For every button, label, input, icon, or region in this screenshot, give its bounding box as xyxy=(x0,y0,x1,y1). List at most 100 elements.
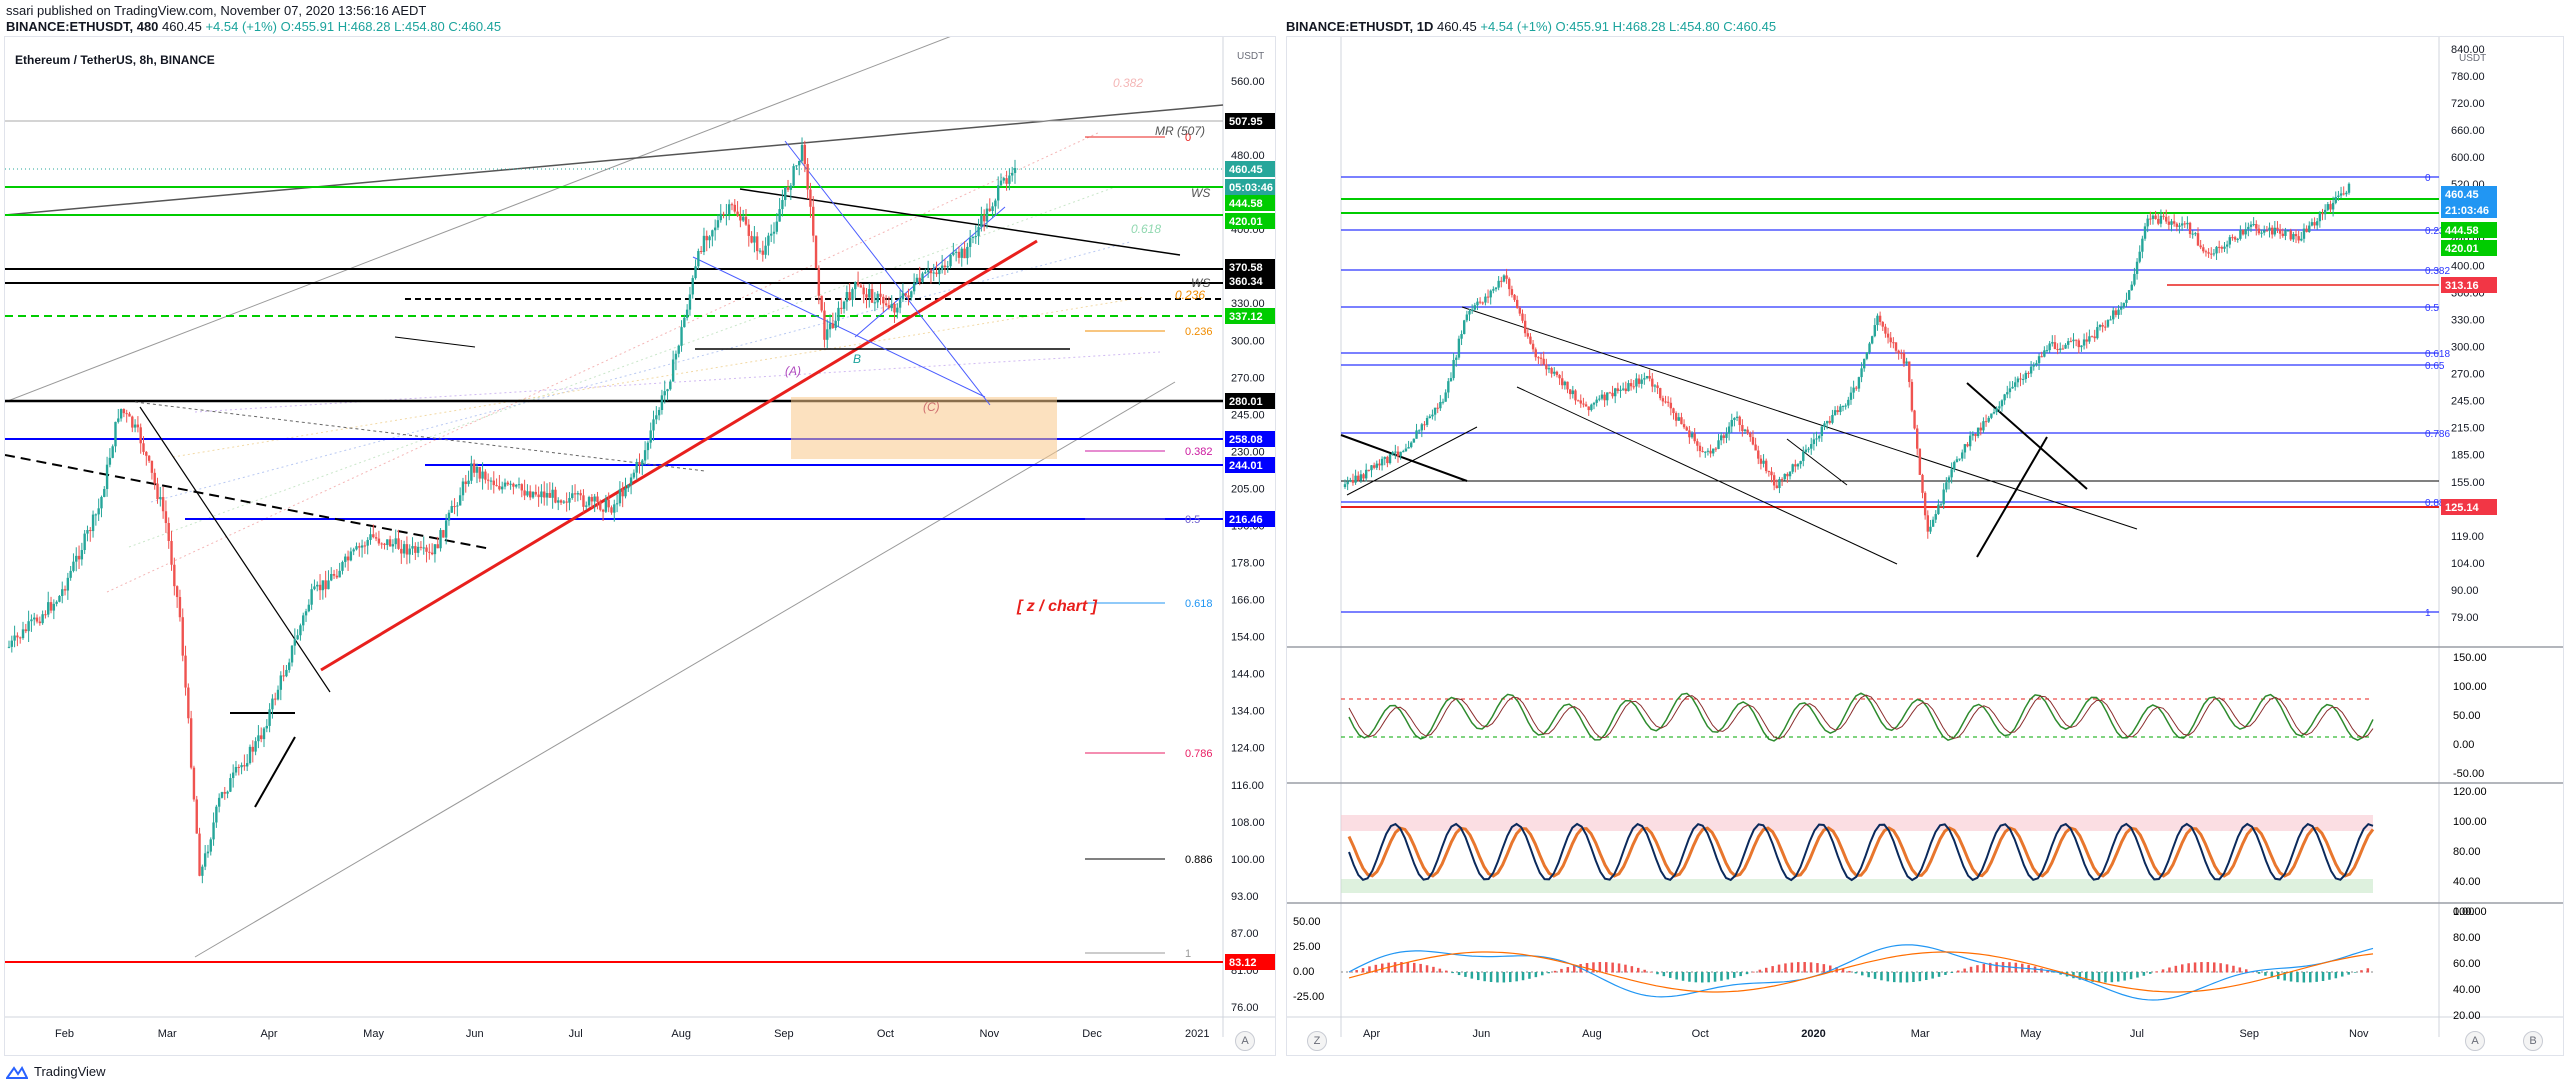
right-symbol-quote: BINANCE:ETHUSDT, 1D 460.45 +4.54 (+1%) O… xyxy=(1286,19,1776,35)
left-fib-label: 0.786 xyxy=(1185,748,1213,760)
right-axis-unit: USDT xyxy=(2459,53,2486,64)
right-candle-body xyxy=(2104,326,2107,328)
right-autoscale-button[interactable]: A xyxy=(2465,1031,2485,1051)
right-macd-histogram-bar xyxy=(2110,972,2114,983)
left-candle-body xyxy=(753,236,756,243)
right-macd-histogram-bar xyxy=(2270,972,2274,978)
right-price-tick: 104.00 xyxy=(2451,558,2485,570)
right-candle-body xyxy=(2170,221,2173,225)
right-candle-body xyxy=(1576,400,1580,402)
right-macd-histogram-bar xyxy=(1534,972,1538,978)
right-osc1-tick: 0.00 xyxy=(2453,739,2474,751)
right-candle-body xyxy=(2130,284,2133,291)
right-candle-body xyxy=(1621,388,1625,390)
right-zoom-button[interactable]: Z xyxy=(1307,1031,1327,1051)
right-candle-body xyxy=(1587,406,1590,411)
left-candle-body xyxy=(526,491,529,496)
left-candle-body xyxy=(798,160,801,166)
right-candle-body xyxy=(2228,237,2231,245)
right-candle-body xyxy=(1357,475,1360,481)
right-chart-panel[interactable]: USDT 840.00 780.00 720.00 660.00 600.00 520.00… xyxy=(1286,36,2564,1056)
left-mark-label: MR (507) xyxy=(1155,124,1205,138)
left-candle-body xyxy=(19,637,22,639)
right-osc1-signal xyxy=(1348,694,2374,740)
left-candle-body xyxy=(646,442,650,451)
left-time-tick: Nov xyxy=(980,1028,1000,1040)
left-candle-body xyxy=(680,327,683,346)
right-candle-body xyxy=(1918,448,1922,475)
right-candle-body xyxy=(1701,451,1704,453)
right-macd-histogram-bar xyxy=(1918,972,1922,982)
right-macd-histogram-bar xyxy=(1521,972,1525,981)
left-candle-body xyxy=(254,741,257,752)
right-osc1-tick: 150.00 xyxy=(2453,652,2487,664)
left-candle-body xyxy=(414,546,417,553)
tradingview-logo-icon xyxy=(6,1065,28,1079)
right-candle-body xyxy=(2217,246,2221,248)
left-candle-body xyxy=(789,185,793,190)
left-candle-body xyxy=(324,580,327,590)
right-candle-body xyxy=(1934,514,1937,520)
right-candle-body xyxy=(2172,221,2176,224)
right-symbol: BINANCE:ETHUSDT, 1D xyxy=(1286,19,1434,34)
right-candle-body xyxy=(1772,475,1776,486)
left-candle-body xyxy=(643,450,647,461)
left-candle-body xyxy=(898,299,902,308)
right-candle-body xyxy=(2125,299,2128,303)
right-macd-histogram-bar xyxy=(1937,972,1941,977)
right-candle-body xyxy=(2112,310,2115,320)
left-candle-body xyxy=(980,215,983,227)
right-candle-body xyxy=(1653,385,1657,387)
left-autoscale-button[interactable]: A xyxy=(1235,1031,1255,1051)
left-candle-body xyxy=(49,602,53,611)
left-candle-body xyxy=(72,561,75,571)
left-channel-lower xyxy=(194,381,1176,958)
right-macd-histogram-bar xyxy=(1771,966,1774,973)
footer-brand[interactable]: TradingView xyxy=(6,1064,106,1079)
left-candle-body xyxy=(699,251,703,253)
right-b-button[interactable]: B xyxy=(2523,1031,2543,1051)
left-candle-body xyxy=(44,614,47,616)
right-price-tick: 185.00 xyxy=(2451,450,2485,462)
left-candle-body xyxy=(800,144,804,161)
right-candle-body xyxy=(2162,215,2165,217)
right-candle-body xyxy=(1497,280,1500,288)
right-candle-body xyxy=(2268,227,2271,231)
right-macd-histogram-bar xyxy=(1598,962,1602,973)
right-candle-body xyxy=(1698,445,1702,452)
right-fib-label: 0.236 xyxy=(2425,226,2450,237)
left-chart-panel[interactable]: USDT560.00520.00480.00440.00400.00360.00… xyxy=(4,36,1276,1056)
right-macd-histogram-bar xyxy=(2085,972,2088,981)
right-price-chart[interactable]: USDT840.00780.00720.00660.00600.00520.00… xyxy=(1287,37,2563,1055)
left-candle-body xyxy=(433,544,437,555)
right-candle-body xyxy=(2276,227,2279,230)
left-candle-body xyxy=(243,765,246,767)
left-candle-body xyxy=(529,491,532,498)
left-candle-body xyxy=(582,495,585,507)
left-candle-body xyxy=(237,766,240,768)
left-candle-body xyxy=(100,496,103,509)
right-candle-body xyxy=(2196,233,2200,246)
right-candle-body xyxy=(2223,246,2226,249)
right-candle-body xyxy=(1796,464,1800,467)
right-macd-histogram-bar xyxy=(1829,965,1832,973)
left-price-chart[interactable]: USDT560.00520.00480.00440.00400.00360.00… xyxy=(5,37,1275,1055)
left-candle-body xyxy=(862,287,865,295)
left-fib-label: 0.236 xyxy=(1185,326,1213,338)
right-candle-body xyxy=(1958,458,1961,460)
left-candle-body xyxy=(585,505,588,507)
left-candle-body xyxy=(974,236,977,238)
left-candle-body xyxy=(346,556,350,561)
right-candle-body xyxy=(2323,209,2327,215)
right-macd-histogram-bar xyxy=(2302,972,2306,983)
right-macd-histogram-bar xyxy=(1605,962,1608,973)
left-candle-body xyxy=(551,489,554,498)
right-candle-body xyxy=(1598,398,1601,400)
right-macd-histogram-bar xyxy=(2046,970,2050,973)
left-candle-body xyxy=(139,427,142,444)
right-macd-histogram-bar xyxy=(2283,972,2286,981)
right-candle-body xyxy=(1343,484,1347,487)
left-candle-body xyxy=(119,409,123,419)
right-osc2-signal xyxy=(1347,826,2375,878)
right-macd-histogram-bar xyxy=(1886,972,1890,982)
